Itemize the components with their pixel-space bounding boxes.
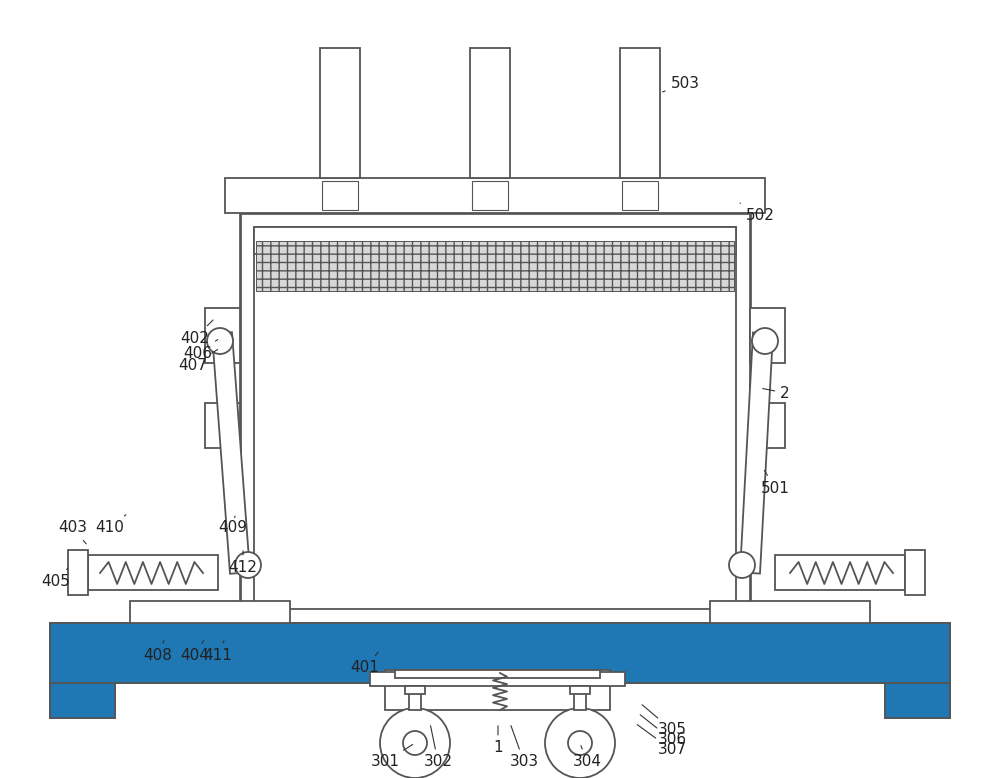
Text: 408: 408 xyxy=(144,640,172,664)
Text: 410: 410 xyxy=(96,515,126,535)
Bar xyxy=(570,686,590,694)
Bar xyxy=(240,213,750,623)
Bar xyxy=(130,601,290,623)
Circle shape xyxy=(729,552,755,578)
Bar xyxy=(88,555,218,590)
Bar xyxy=(322,181,358,210)
Circle shape xyxy=(380,708,450,778)
Circle shape xyxy=(545,708,615,778)
Bar xyxy=(254,227,736,254)
Text: 503: 503 xyxy=(663,75,700,92)
Text: 412: 412 xyxy=(229,551,257,576)
Text: 403: 403 xyxy=(58,520,88,544)
Bar xyxy=(885,683,950,718)
Text: 402: 402 xyxy=(181,320,213,345)
Circle shape xyxy=(207,328,233,354)
Text: 502: 502 xyxy=(740,203,774,223)
Text: 302: 302 xyxy=(424,726,452,769)
Text: 304: 304 xyxy=(572,745,602,769)
Bar xyxy=(385,670,610,710)
Text: 501: 501 xyxy=(761,471,789,496)
Text: 405: 405 xyxy=(42,568,70,590)
Text: 307: 307 xyxy=(637,724,686,758)
Bar xyxy=(620,48,660,178)
Bar xyxy=(50,623,335,683)
Bar xyxy=(205,308,240,363)
Bar xyxy=(225,178,765,213)
Bar xyxy=(335,623,660,683)
Bar xyxy=(472,181,508,210)
Text: 409: 409 xyxy=(218,516,248,535)
Bar xyxy=(885,683,950,718)
Bar xyxy=(405,686,425,694)
Bar xyxy=(905,550,925,595)
Text: 406: 406 xyxy=(184,339,218,360)
Bar xyxy=(370,672,625,686)
Text: 407: 407 xyxy=(179,349,218,373)
Text: 303: 303 xyxy=(509,726,539,769)
Text: 301: 301 xyxy=(370,745,413,769)
Text: 411: 411 xyxy=(204,640,232,664)
Text: 2: 2 xyxy=(763,386,790,401)
Bar xyxy=(750,308,785,363)
Text: 404: 404 xyxy=(181,640,209,664)
Bar xyxy=(68,550,88,595)
Bar xyxy=(50,623,950,683)
Circle shape xyxy=(568,731,592,755)
Circle shape xyxy=(752,328,778,354)
Circle shape xyxy=(235,552,261,578)
Text: 1: 1 xyxy=(493,726,503,755)
Circle shape xyxy=(403,731,427,755)
Text: 401: 401 xyxy=(351,652,379,675)
Bar xyxy=(50,683,115,718)
Bar xyxy=(574,688,586,710)
Polygon shape xyxy=(212,332,250,573)
Bar xyxy=(395,670,600,678)
Bar xyxy=(320,48,360,178)
Bar xyxy=(750,403,785,448)
Bar xyxy=(256,241,734,291)
Polygon shape xyxy=(740,332,773,573)
Bar xyxy=(470,48,510,178)
Bar xyxy=(205,403,240,448)
Bar xyxy=(50,683,115,718)
Text: 305: 305 xyxy=(642,705,686,738)
Text: 306: 306 xyxy=(640,715,687,748)
Bar xyxy=(775,555,905,590)
Bar xyxy=(660,623,950,683)
Bar xyxy=(409,688,421,710)
Bar xyxy=(710,601,870,623)
Bar xyxy=(254,227,736,609)
Bar xyxy=(622,181,658,210)
